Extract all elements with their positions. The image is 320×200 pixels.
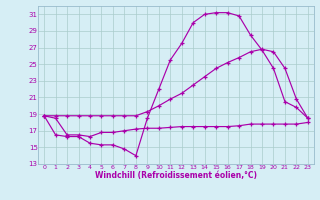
X-axis label: Windchill (Refroidissement éolien,°C): Windchill (Refroidissement éolien,°C) <box>95 171 257 180</box>
